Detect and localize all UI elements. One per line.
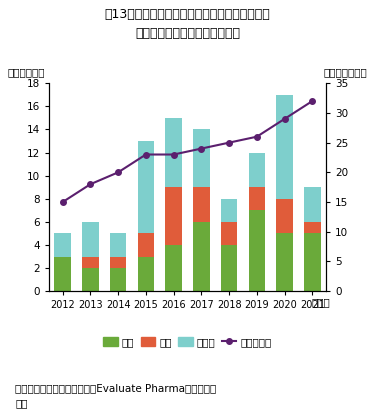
Text: 出所：各社プレスリリース、Evaluate Pharmaをもとに作: 出所：各社プレスリリース、Evaluate Pharmaをもとに作	[15, 383, 216, 393]
Text: （契約件数）: （契約件数）	[8, 67, 45, 77]
Bar	[193, 187, 210, 222]
Bar	[82, 257, 99, 268]
Bar	[138, 257, 154, 291]
Bar	[82, 268, 99, 291]
Bar	[110, 268, 126, 291]
Bar	[249, 210, 265, 291]
Bar	[82, 222, 99, 257]
Bar	[165, 187, 182, 245]
Bar	[165, 118, 182, 187]
Bar	[249, 153, 265, 187]
Text: ライセンスアウト契約件数推移: ライセンスアウト契約件数推移	[135, 27, 240, 40]
Text: 図13　国内上場創薬ベンチャー；提携先国籍別: 図13 国内上場創薬ベンチャー；提携先国籍別	[105, 8, 270, 21]
Text: （年）: （年）	[311, 297, 330, 307]
Bar	[304, 187, 321, 222]
Bar	[110, 233, 126, 257]
Bar	[276, 233, 293, 291]
Bar	[304, 233, 321, 291]
Bar	[193, 222, 210, 291]
Text: （上場企業数）: （上場企業数）	[324, 67, 368, 77]
Bar	[54, 257, 71, 291]
Bar	[249, 187, 265, 210]
Text: 成: 成	[15, 398, 27, 408]
Bar	[304, 222, 321, 233]
Bar	[276, 95, 293, 199]
Bar	[221, 222, 237, 245]
Bar	[276, 199, 293, 233]
Bar	[221, 199, 237, 222]
Bar	[138, 233, 154, 257]
Bar	[138, 141, 154, 233]
Legend: 日本, 米国, その他, 上場企業数: 日本, 米国, その他, 上場企業数	[99, 333, 276, 351]
Bar	[165, 245, 182, 291]
Bar	[221, 245, 237, 291]
Bar	[54, 233, 71, 257]
Bar	[193, 129, 210, 187]
Bar	[110, 257, 126, 268]
